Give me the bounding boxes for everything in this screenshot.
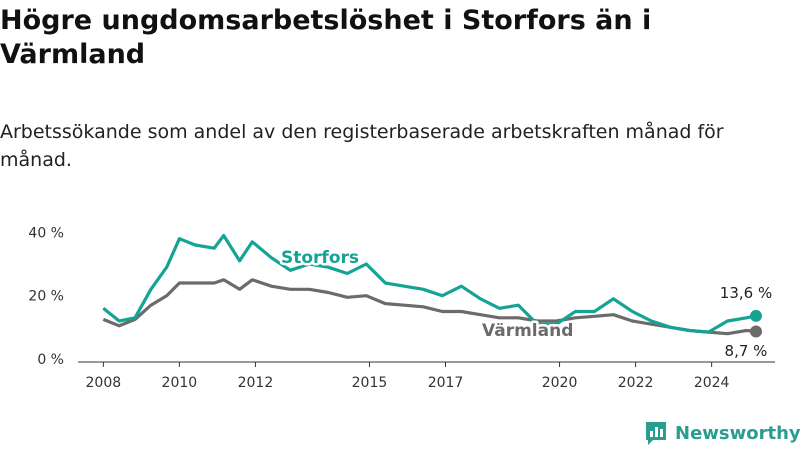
y-tick-label: 40 % (28, 225, 64, 241)
series-label-storfors: Storfors (281, 248, 359, 268)
x-tick-label: 2020 (542, 375, 578, 391)
x-tick-label: 2022 (618, 375, 654, 391)
series-end-point-storfors (749, 309, 762, 322)
brand-logo: Newsworthy (644, 418, 800, 448)
brand-name: Newsworthy (675, 422, 800, 444)
series-line-varmland (102, 278, 757, 336)
series-layer (102, 233, 762, 338)
y-tick-label: 0 % (37, 352, 64, 368)
x-tick-label: 2024 (694, 375, 730, 391)
y-tick-label: 20 % (28, 289, 64, 305)
y-axis: 0 % 20 % 40 % (28, 225, 64, 368)
series-label-varmland: Värmland (482, 321, 573, 341)
x-axis: 2008 2010 2012 2015 2017 2020 2022 2024 (78, 361, 775, 391)
chart-title: Högre ungdomsarbetslöshet i Storfors än … (0, 5, 652, 70)
x-tick-label: 2017 (428, 375, 464, 391)
newsworthy-logo-icon (646, 422, 666, 445)
x-tick-label: 2008 (86, 375, 122, 391)
series-line-storfors (102, 233, 757, 334)
end-value-label-storfors: 13,6 % (720, 284, 772, 302)
end-value-label-varmland: 8,7 % (725, 342, 768, 360)
x-tick-label: 2012 (238, 375, 274, 391)
x-tick-label: 2010 (162, 375, 198, 391)
chart-subtitle: Arbetssökande som andel av den registerb… (0, 121, 724, 171)
label-layer: Storfors Värmland 13,6 % 8,7 % (279, 246, 775, 363)
series-end-point-varmland (749, 325, 762, 338)
x-tick-label: 2015 (352, 375, 388, 391)
